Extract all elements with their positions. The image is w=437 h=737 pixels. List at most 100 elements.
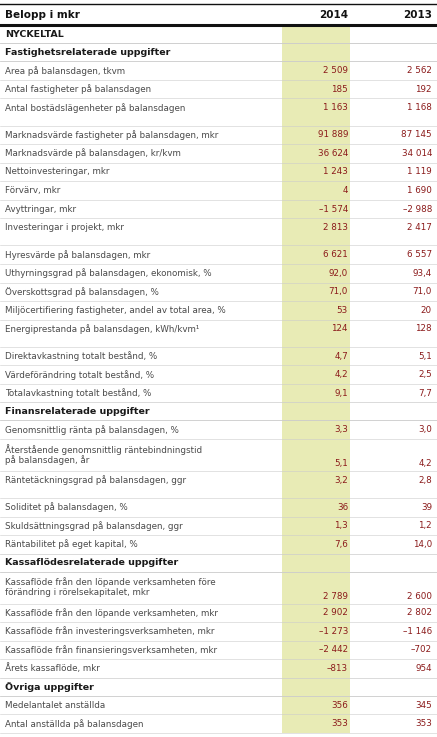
Text: Återstående genomsnittlig räntebindningstid: Återstående genomsnittlig räntebindnings… (5, 444, 202, 455)
Bar (282, 237, 350, 245)
Text: 1 119: 1 119 (407, 167, 432, 176)
Bar (282, 572, 350, 604)
Text: –2 988: –2 988 (402, 205, 432, 214)
Text: 356: 356 (331, 701, 348, 710)
Text: Kassaflöde från finansieringsverksamheten, mkr: Kassaflöde från finansieringsverksamhete… (5, 645, 217, 655)
Text: 3,2: 3,2 (334, 475, 348, 485)
Text: 185: 185 (331, 85, 348, 94)
Bar (282, 498, 350, 517)
Bar (282, 384, 350, 402)
Text: 2 509: 2 509 (323, 66, 348, 75)
Text: 2 802: 2 802 (407, 608, 432, 618)
Bar (282, 282, 350, 301)
Bar (282, 200, 350, 218)
Text: 3,0: 3,0 (418, 425, 432, 434)
Bar (282, 640, 350, 660)
Text: 954: 954 (416, 664, 432, 673)
Text: Antal fastigheter på balansdagen: Antal fastigheter på balansdagen (5, 84, 151, 94)
Text: förändring i rörelsekapitalet, mkr: förändring i rörelsekapitalet, mkr (5, 588, 149, 597)
Text: 1,3: 1,3 (334, 521, 348, 531)
Text: 2 600: 2 600 (407, 592, 432, 601)
Text: 353: 353 (331, 719, 348, 728)
Text: –1 146: –1 146 (403, 627, 432, 636)
Text: Genomsnittlig ränta på balansdagen, %: Genomsnittlig ränta på balansdagen, % (5, 425, 179, 435)
Text: 53: 53 (337, 306, 348, 315)
Text: 4: 4 (343, 186, 348, 195)
Text: 192: 192 (416, 85, 432, 94)
Text: Räntabilitet på eget kapital, %: Räntabilitet på eget kapital, % (5, 539, 138, 549)
Text: 4,2: 4,2 (334, 370, 348, 379)
Bar (282, 346, 350, 366)
Text: 2014: 2014 (319, 10, 348, 20)
Text: Kassaflödesrelaterade uppgifter: Kassaflödesrelaterade uppgifter (5, 558, 178, 567)
Text: 3,3: 3,3 (334, 425, 348, 434)
Text: Finansrelaterade uppgifter: Finansrelaterade uppgifter (5, 407, 149, 416)
Bar (282, 181, 350, 200)
Bar (282, 489, 350, 498)
Text: Överskottsgrad på balansdagen, %: Överskottsgrad på balansdagen, % (5, 287, 159, 297)
Text: 14,0: 14,0 (413, 540, 432, 549)
Text: Soliditet på balansdagen, %: Soliditet på balansdagen, % (5, 503, 128, 512)
Bar (282, 25, 350, 43)
Text: –1 574: –1 574 (319, 205, 348, 214)
Text: Antal anställda på balansdagen: Antal anställda på balansdagen (5, 719, 143, 729)
Text: Energiprestanda på balansdagen, kWh/kvm¹: Energiprestanda på balansdagen, kWh/kvm¹ (5, 324, 199, 334)
Text: 6 557: 6 557 (407, 250, 432, 259)
Text: 124: 124 (332, 324, 348, 333)
Text: 9,1: 9,1 (334, 388, 348, 398)
Bar (282, 517, 350, 535)
Text: Marknadsvärde på balansdagen, kr/kvm: Marknadsvärde på balansdagen, kr/kvm (5, 148, 181, 158)
Text: 4,2: 4,2 (418, 459, 432, 469)
Text: 36 624: 36 624 (318, 149, 348, 158)
Text: Belopp i mkr: Belopp i mkr (5, 10, 80, 20)
Text: 1 243: 1 243 (323, 167, 348, 176)
Text: 7,6: 7,6 (334, 540, 348, 549)
Text: Investeringar i projekt, mkr: Investeringar i projekt, mkr (5, 223, 124, 232)
Text: 71,0: 71,0 (329, 287, 348, 296)
Text: Uthyrningsgrad på balansdagen, ekonomisk, %: Uthyrningsgrad på balansdagen, ekonomisk… (5, 268, 212, 278)
Text: 71,0: 71,0 (413, 287, 432, 296)
Text: Miljöcertifiering fastigheter, andel av total area, %: Miljöcertifiering fastigheter, andel av … (5, 306, 226, 315)
Text: Area på balansdagen, tkvm: Area på balansdagen, tkvm (5, 66, 125, 75)
Text: Övriga uppgifter: Övriga uppgifter (5, 682, 94, 692)
Bar (282, 714, 350, 733)
Text: Hyresvärde på balansdagen, mkr: Hyresvärde på balansdagen, mkr (5, 250, 150, 259)
Bar (282, 43, 350, 61)
Text: 2 562: 2 562 (407, 66, 432, 75)
Bar (282, 245, 350, 264)
Text: Värdeförändring totalt bestånd, %: Värdeförändring totalt bestånd, % (5, 370, 154, 380)
Text: Årets kassaflöde, mkr: Årets kassaflöde, mkr (5, 663, 100, 674)
Bar (282, 338, 350, 346)
Text: Skuldsättningsgrad på balansdagen, ggr: Skuldsättningsgrad på balansdagen, ggr (5, 521, 183, 531)
Text: 1 168: 1 168 (407, 103, 432, 112)
Text: 2 902: 2 902 (323, 608, 348, 618)
Text: Räntetäckningsgrad på balansdagen, ggr: Räntetäckningsgrad på balansdagen, ggr (5, 475, 186, 485)
Bar (282, 264, 350, 282)
Text: 34 014: 34 014 (402, 149, 432, 158)
Text: Direktavkastning totalt bestånd, %: Direktavkastning totalt bestånd, % (5, 351, 157, 361)
Text: –2 442: –2 442 (319, 646, 348, 654)
Text: 87 145: 87 145 (401, 130, 432, 139)
Text: Kassaflöde från investeringsverksamheten, mkr: Kassaflöde från investeringsverksamheten… (5, 626, 215, 636)
Text: 2013: 2013 (403, 10, 432, 20)
Text: Kassaflöde från den löpande verksamheten före: Kassaflöde från den löpande verksamheten… (5, 578, 215, 587)
Text: 6 621: 6 621 (323, 250, 348, 259)
Bar (282, 218, 350, 237)
Text: 2 789: 2 789 (323, 592, 348, 601)
Text: 2 813: 2 813 (323, 223, 348, 232)
Bar (282, 622, 350, 640)
Text: Antal bostädslägenheter på balansdagen: Antal bostädslägenheter på balansdagen (5, 102, 185, 113)
Bar (282, 61, 350, 80)
Text: Kassaflöde från den löpande verksamheten, mkr: Kassaflöde från den löpande verksamheten… (5, 608, 218, 618)
Text: på balansdagen, år: på balansdagen, år (5, 455, 90, 465)
Text: 20: 20 (421, 306, 432, 315)
Text: Fastighetsrelaterade uppgifter: Fastighetsrelaterade uppgifter (5, 48, 170, 57)
Bar (282, 604, 350, 622)
Bar (282, 366, 350, 384)
Text: Avyttringar, mkr: Avyttringar, mkr (5, 205, 76, 214)
Text: Nettoinvesteringar, mkr: Nettoinvesteringar, mkr (5, 167, 110, 176)
Bar (282, 144, 350, 163)
Text: Förvärv, mkr: Förvärv, mkr (5, 186, 60, 195)
Text: 128: 128 (416, 324, 432, 333)
Bar (282, 320, 350, 338)
